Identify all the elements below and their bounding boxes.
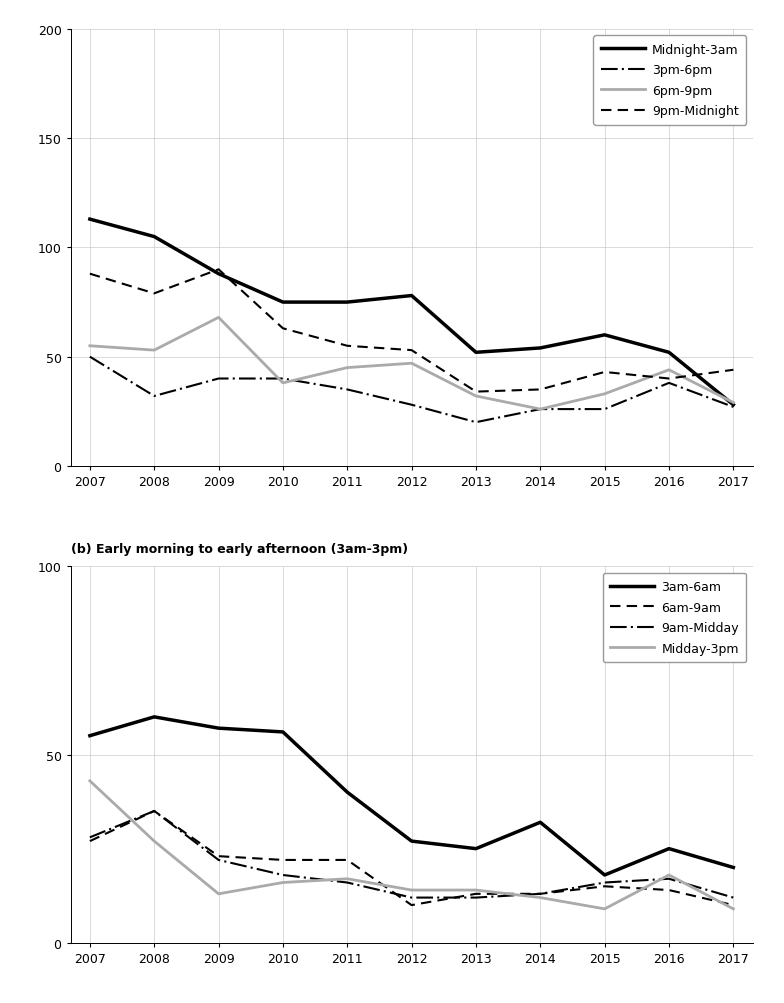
3am-6am [664, 843, 673, 855]
9am-Midday [664, 873, 673, 885]
9am-Midday [471, 892, 481, 904]
3am-6am [85, 730, 95, 742]
Midday-3pm [85, 775, 95, 787]
Midnight-3am [728, 399, 738, 411]
6pm-9pm [471, 390, 481, 402]
Midday-3pm [150, 835, 159, 848]
3am-6am [343, 786, 352, 798]
9am-Midday [150, 805, 159, 817]
Line: 3am-6am: 3am-6am [90, 717, 733, 875]
6am-9am [471, 888, 481, 900]
Midnight-3am [535, 343, 545, 355]
3pm-6pm [407, 399, 416, 411]
3pm-6pm [85, 351, 95, 363]
6pm-9pm [278, 377, 288, 389]
3am-6am [214, 722, 223, 734]
Line: 9pm-Midnight: 9pm-Midnight [90, 270, 733, 392]
9pm-Midnight [471, 386, 481, 398]
6am-9am [600, 881, 609, 893]
6pm-9pm [600, 388, 609, 400]
9pm-Midnight [343, 340, 352, 352]
Line: 3pm-6pm: 3pm-6pm [90, 357, 733, 422]
9pm-Midnight [150, 288, 159, 300]
3am-6am [600, 869, 609, 881]
9am-Midday [278, 869, 288, 881]
Line: Midnight-3am: Midnight-3am [90, 220, 733, 405]
3pm-6pm [343, 384, 352, 396]
9am-Midday [214, 854, 223, 866]
9am-Midday [535, 888, 545, 900]
9pm-Midnight [535, 384, 545, 396]
6am-9am [278, 854, 288, 866]
6pm-9pm [728, 397, 738, 409]
9pm-Midnight [600, 366, 609, 378]
Midnight-3am [471, 347, 481, 359]
6pm-9pm [407, 358, 416, 370]
9pm-Midnight [214, 264, 223, 276]
9pm-Midnight [85, 269, 95, 281]
Midnight-3am [664, 347, 673, 359]
Midnight-3am [85, 214, 95, 226]
3am-6am [471, 843, 481, 855]
6pm-9pm [343, 362, 352, 374]
Midnight-3am [278, 297, 288, 309]
Midday-3pm [728, 903, 738, 915]
Midday-3pm [535, 892, 545, 904]
3am-6am [535, 816, 545, 828]
6pm-9pm [150, 345, 159, 357]
Midnight-3am [214, 269, 223, 281]
3pm-6pm [728, 401, 738, 413]
3am-6am [407, 835, 416, 848]
9am-Midday [343, 877, 352, 889]
6am-9am [343, 854, 352, 866]
6pm-9pm [214, 312, 223, 324]
9pm-Midnight [728, 364, 738, 376]
Legend: Midnight-3am, 3pm-6pm, 6pm-9pm, 9pm-Midnight: Midnight-3am, 3pm-6pm, 6pm-9pm, 9pm-Midn… [593, 36, 746, 125]
6pm-9pm [535, 403, 545, 415]
6am-9am [214, 851, 223, 863]
6am-9am [728, 899, 738, 911]
Midday-3pm [407, 885, 416, 897]
3pm-6pm [214, 373, 223, 385]
Midnight-3am [343, 297, 352, 309]
Midday-3pm [600, 903, 609, 915]
Midday-3pm [664, 869, 673, 881]
Legend: 3am-6am, 6am-9am, 9am-Midday, Midday-3pm: 3am-6am, 6am-9am, 9am-Midday, Midday-3pm [603, 573, 746, 662]
Line: 6am-9am: 6am-9am [90, 811, 733, 905]
Text: (b) Early morning to early afternoon (3am-3pm): (b) Early morning to early afternoon (3a… [71, 543, 408, 556]
9am-Midday [407, 892, 416, 904]
3am-6am [728, 862, 738, 874]
Line: 6pm-9pm: 6pm-9pm [90, 318, 733, 409]
3pm-6pm [278, 373, 288, 385]
3pm-6pm [471, 416, 481, 428]
9am-Midday [85, 831, 95, 844]
9pm-Midnight [664, 373, 673, 385]
9am-Midday [600, 877, 609, 889]
6am-9am [150, 805, 159, 817]
9am-Midday [728, 892, 738, 904]
Midday-3pm [471, 885, 481, 897]
3pm-6pm [664, 377, 673, 389]
Midday-3pm [278, 877, 288, 889]
Midday-3pm [214, 888, 223, 900]
Midnight-3am [150, 232, 159, 244]
Midnight-3am [407, 290, 416, 302]
6am-9am [535, 888, 545, 900]
6pm-9pm [664, 364, 673, 376]
Midnight-3am [600, 329, 609, 341]
3pm-6pm [600, 403, 609, 415]
3pm-6pm [535, 403, 545, 415]
Line: 9am-Midday: 9am-Midday [90, 811, 733, 898]
Midday-3pm [343, 873, 352, 885]
9pm-Midnight [407, 345, 416, 357]
6am-9am [407, 899, 416, 911]
6pm-9pm [85, 340, 95, 352]
Line: Midday-3pm: Midday-3pm [90, 781, 733, 909]
6am-9am [664, 885, 673, 897]
3am-6am [278, 726, 288, 738]
9pm-Midnight [278, 323, 288, 335]
6am-9am [85, 835, 95, 848]
3pm-6pm [150, 390, 159, 402]
3am-6am [150, 711, 159, 723]
